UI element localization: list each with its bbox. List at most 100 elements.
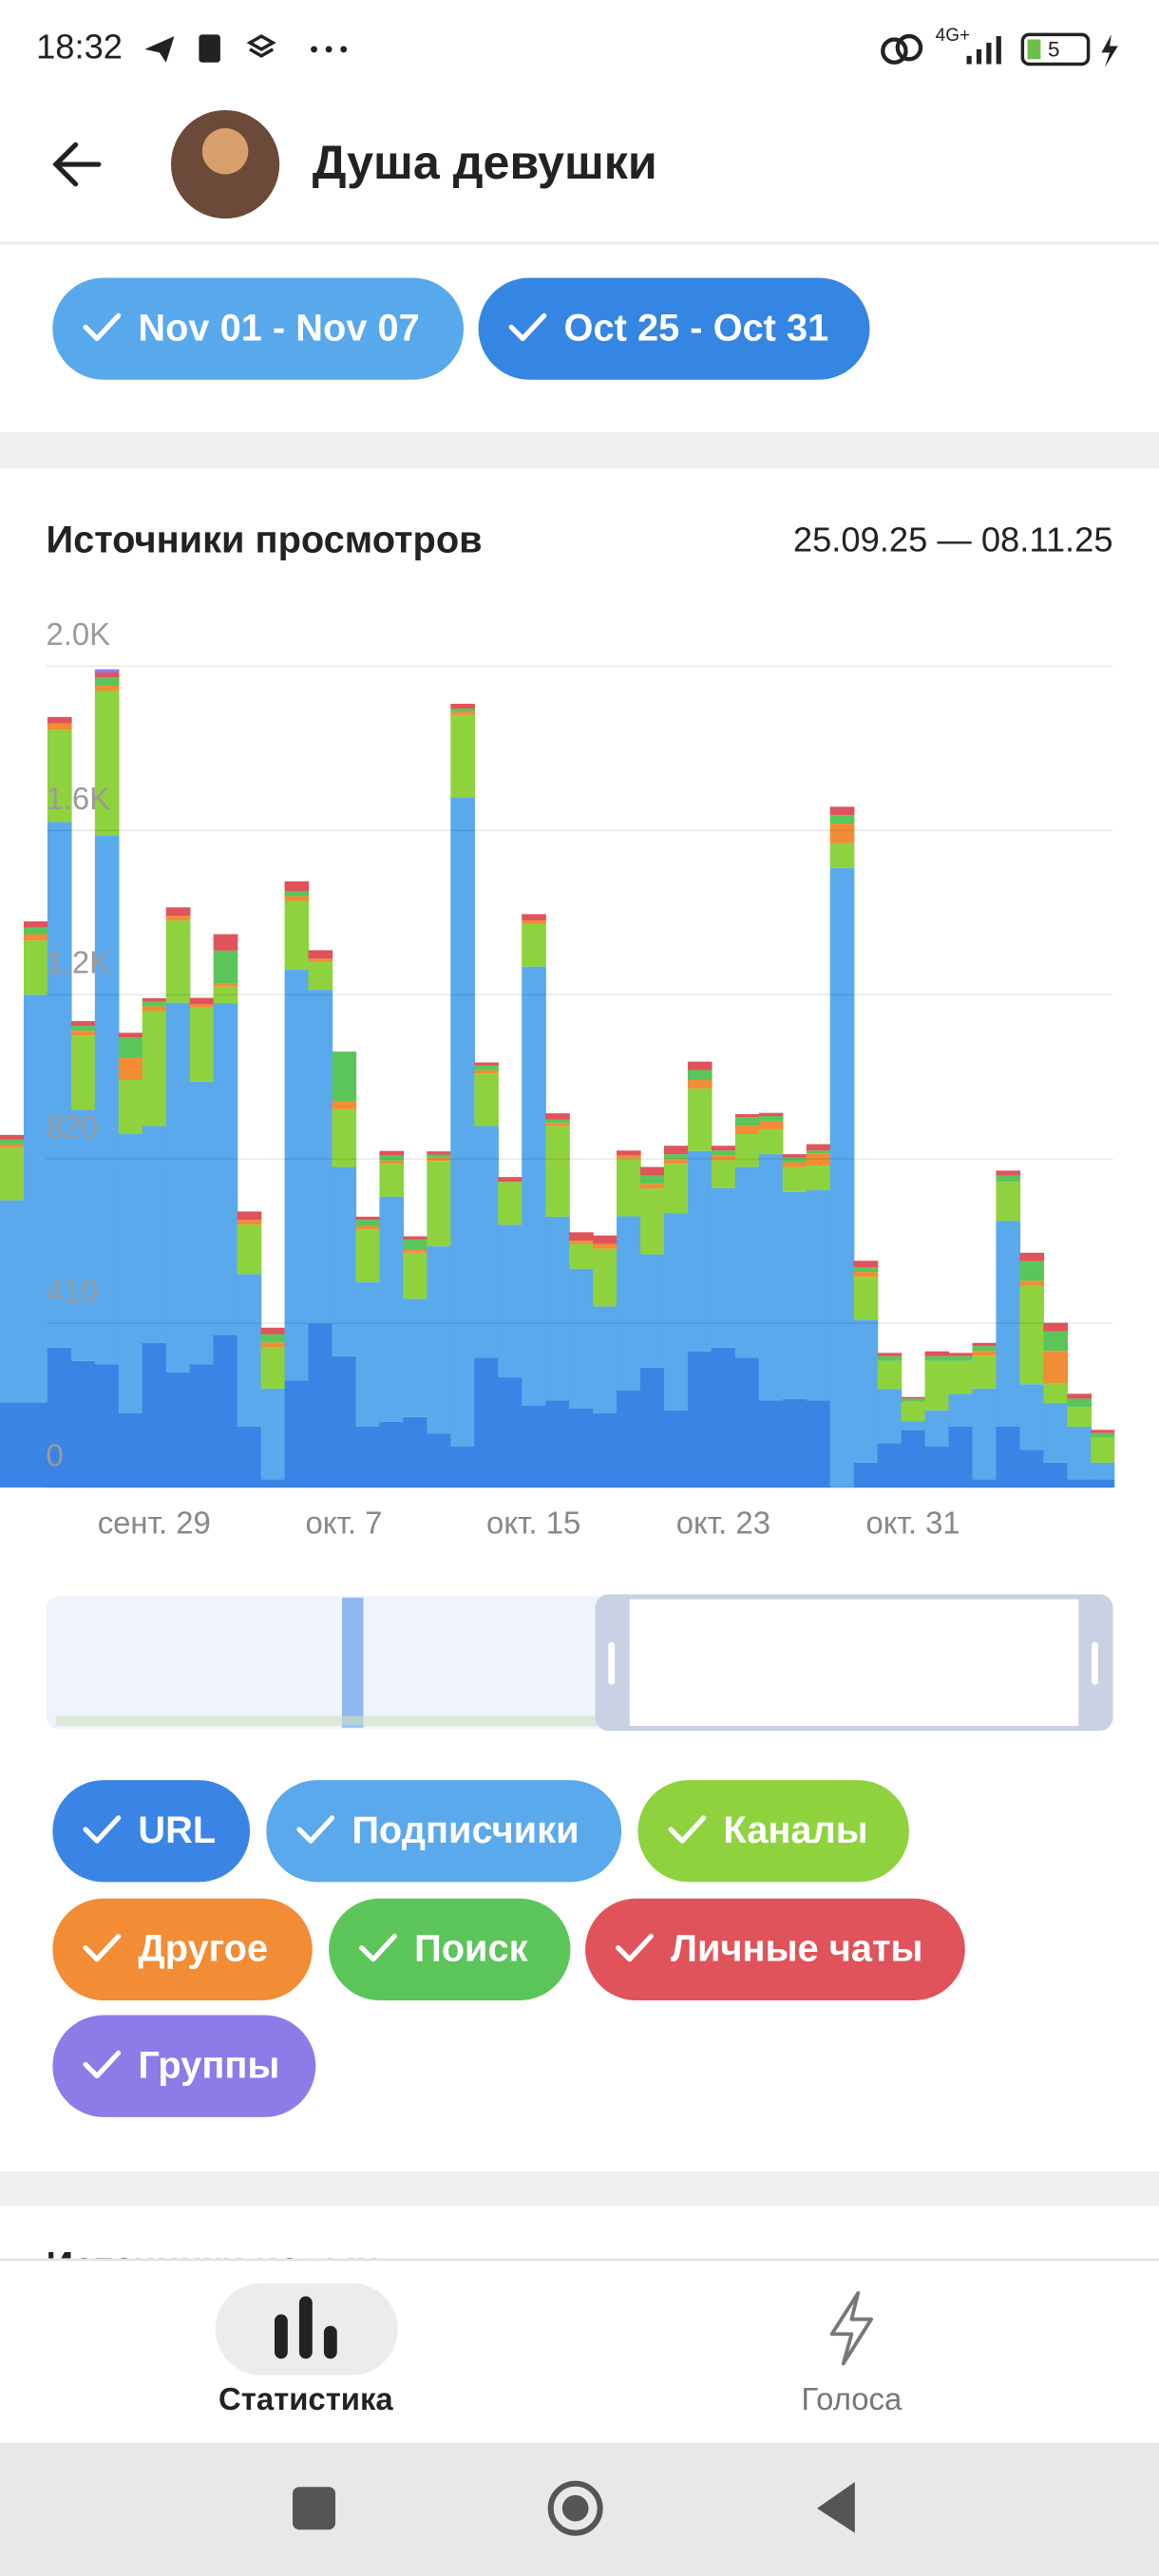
bar-segment [308,950,333,959]
bar-segment [663,1159,689,1165]
bar-segment [94,669,120,673]
bar-segment [663,1213,689,1411]
bar-segment [0,1200,25,1403]
bar-segment [403,1236,428,1240]
bar-segment [450,714,475,798]
y-tick-label: 820 [46,1109,98,1145]
bar-segment [758,1116,784,1122]
bar-segment [237,1224,262,1275]
bar-segment [1091,1479,1115,1488]
bar-segment [47,729,72,823]
bar-segment [474,1062,499,1066]
bar-segment [782,1162,808,1167]
network-type: 4G+ [936,26,970,46]
more-icon [311,46,348,53]
bar-segment [782,1398,808,1488]
bar-segment [829,867,855,1488]
bar-segment [70,1026,96,1032]
bar-segment [663,1154,689,1160]
bar-segment [379,1421,405,1488]
link-icon [881,33,923,65]
period-chip-label: Nov 01 - Nov 07 [138,307,419,349]
bar-segment [0,1402,25,1488]
bar-segment [924,1355,950,1361]
bar-segment [355,1281,381,1427]
x-tick-label: сент. 29 [98,1506,211,1541]
recents-button[interactable] [293,2487,336,2530]
y-tick-label: 0 [46,1438,63,1473]
back-button[interactable] [52,142,102,187]
bar-segment [972,1355,998,1389]
bar-segment [663,1164,689,1214]
bar-segment [260,1327,286,1335]
legend-chip[interactable] [52,1780,251,1883]
minimap-handle-right[interactable] [1092,1641,1098,1685]
bar-segment [308,961,333,991]
layers-icon [246,34,276,58]
legend-chip[interactable] [266,1780,622,1883]
bar-segment [1043,1331,1069,1352]
bar-segment [972,1388,998,1480]
period-chip[interactable] [52,277,465,380]
legend-chip[interactable] [329,1898,571,2000]
bar-segment [165,916,191,921]
bar-segment [972,1342,998,1347]
minimap-handle-left[interactable] [608,1641,616,1685]
bar-segment [23,934,48,941]
bar-segment [734,1126,760,1135]
bar-segment [23,994,48,1403]
check-icon [359,1933,397,1962]
home-button[interactable] [547,2480,603,2536]
bar-segment [1019,1449,1045,1488]
bar-segment [165,1373,191,1488]
bar-segment [522,920,546,924]
bar-segment [70,1109,96,1361]
bar-segment [593,1306,618,1414]
bar-segment [924,1360,950,1411]
bar-segment [806,1165,831,1191]
bar-segment [70,1360,96,1488]
bar-segment [355,1226,381,1230]
bar-segment [284,891,310,897]
nav-label[interactable]: Голоса [802,2381,902,2416]
bar-segment [23,940,48,995]
bar-segment [332,1166,357,1356]
bar-segment [379,1155,405,1161]
legend-chip[interactable] [585,1898,965,2000]
bar-segment [403,1249,428,1253]
bar-segment [498,1182,522,1225]
bar-segment [118,1413,143,1488]
bar-segment [403,1252,428,1299]
bar-segment [640,1367,665,1488]
nav-label[interactable]: Статистика [218,2381,393,2416]
telegram-icon [144,36,175,63]
legend-chip[interactable] [52,1898,313,2000]
battery-icon [1020,32,1091,66]
bar-segment [213,1335,238,1488]
legend-chip[interactable] [637,1780,909,1883]
bar-segment [569,1232,594,1241]
y-tick-label: 1.6K [46,781,110,816]
bar-segment [569,1408,594,1488]
bar-segment [94,672,120,678]
bar-segment [1043,1383,1069,1404]
bar-segment [782,1166,808,1192]
bar-segment [0,1144,25,1148]
bar-segment [1067,1398,1092,1408]
bar-segment [663,1410,689,1488]
back-system-button[interactable] [817,2482,855,2533]
bar-segment [829,824,855,843]
bar-segment [972,1351,998,1356]
bar-segment [901,1430,926,1488]
check-icon [508,313,547,342]
bar-segment [118,1032,143,1038]
bar-segment [284,881,310,892]
legend-chip[interactable] [52,2015,316,2117]
bar-segment [877,1443,902,1488]
bar-segment [1043,1351,1069,1384]
bar-segment [237,1220,262,1225]
period-chip[interactable] [478,277,870,380]
bar-segment [829,815,855,824]
bar-segment [996,1221,1021,1427]
